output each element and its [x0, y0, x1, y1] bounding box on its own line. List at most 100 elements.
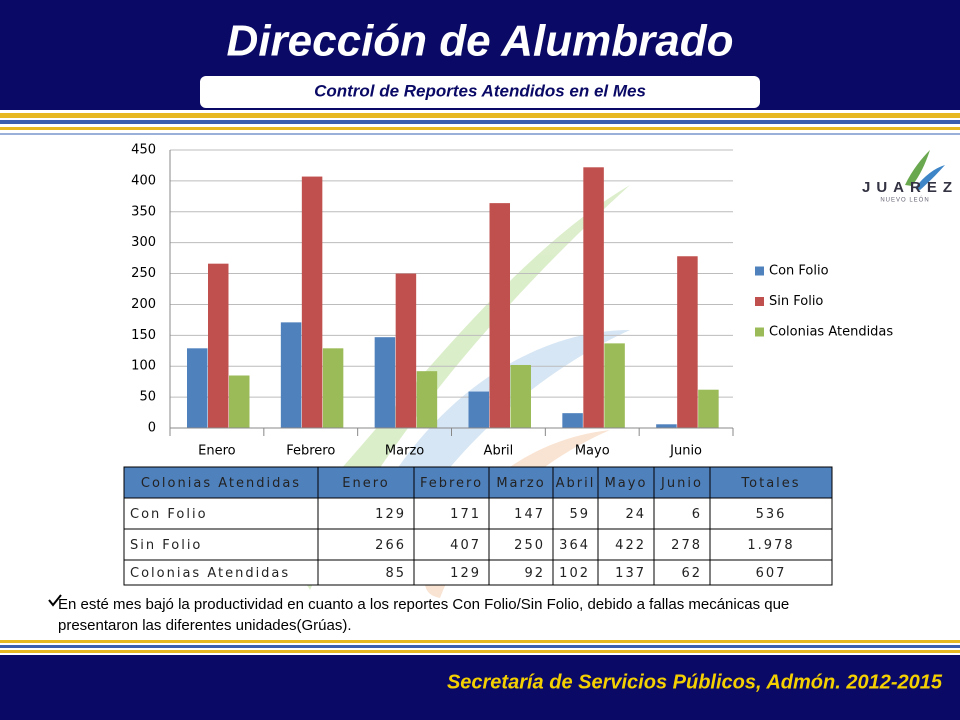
- subtitle-box: [200, 76, 760, 108]
- x-tick-label: Marzo: [385, 444, 424, 459]
- check-bullet: [48, 594, 62, 607]
- y-tick-label: 150: [131, 328, 156, 343]
- table-cell: [488, 528, 554, 561]
- legend-swatch: [755, 327, 764, 337]
- bar: [301, 176, 323, 428]
- table-cell-text: 6: [692, 507, 702, 522]
- table-header-text: Totales: [740, 476, 800, 491]
- legend-swatch: [755, 297, 764, 306]
- table-cell: [488, 559, 554, 586]
- bar: [208, 263, 229, 428]
- title: Dirección de Alumbrado: [227, 17, 734, 66]
- y-tick-label: 350: [131, 204, 156, 219]
- table-cell-text: 250: [514, 538, 545, 553]
- table-header-text: Junio: [660, 476, 703, 491]
- bar: [677, 256, 698, 428]
- table-cell-text: 137: [615, 566, 646, 581]
- table-cell: [123, 528, 319, 561]
- table-cell: [709, 497, 833, 530]
- table-cell-text: 62: [681, 566, 702, 581]
- bar: [698, 389, 719, 428]
- logo-region: NUEVO LEÓN: [880, 197, 929, 204]
- table-cell: [317, 528, 415, 561]
- logo-name: JUAREZ: [862, 179, 958, 196]
- table-header-cell: [488, 466, 554, 499]
- y-tick-label: 400: [131, 173, 156, 188]
- table-cell-text: Sin Folio: [130, 538, 202, 553]
- footer-band: [0, 655, 960, 720]
- header-stripes: [0, 110, 960, 140]
- table-cell: [317, 559, 415, 586]
- table-cell-text: Colonias Atendidas: [130, 566, 290, 581]
- table-cell-text: 422: [615, 538, 646, 553]
- table-cell-text: Con Folio: [130, 507, 208, 522]
- bar: [280, 322, 302, 428]
- table-header-text: Colonias Atendidas: [141, 476, 301, 491]
- table-cell-text: 129: [375, 507, 406, 522]
- bar: [468, 391, 489, 428]
- y-tick-label: 450: [131, 143, 156, 158]
- legend-label: Con Folio: [769, 264, 829, 279]
- table-cell-text: 102: [559, 566, 590, 581]
- table-header-text: Enero: [342, 476, 389, 491]
- table-cell: [413, 559, 490, 586]
- table-cell-text: 1.978: [747, 538, 794, 553]
- table-cell-text: 171: [450, 507, 481, 522]
- table-header-text: Mayo: [605, 476, 648, 491]
- legend-label: Colonias Atendidas: [769, 325, 893, 340]
- y-tick-label: 50: [139, 390, 156, 405]
- bar: [416, 371, 438, 428]
- table-cell-text: 85: [385, 566, 406, 581]
- bar: [322, 348, 344, 428]
- table-header-cell: [709, 466, 833, 499]
- table-cell-text: 147: [514, 507, 545, 522]
- bar: [229, 375, 250, 428]
- x-tick-label: Mayo: [575, 444, 610, 459]
- legend-swatch: [755, 266, 764, 276]
- bar: [395, 273, 417, 428]
- table-cell: [552, 497, 599, 530]
- table-header-text: Abril: [556, 476, 596, 491]
- x-tick-label: Febrero: [286, 444, 335, 459]
- table-header-cell: [413, 466, 490, 499]
- table-cell-text: 607: [756, 566, 787, 581]
- legend-label: Sin Folio: [769, 294, 823, 309]
- table-cell-text: 59: [569, 507, 590, 522]
- table-header-text: Febrero: [420, 476, 483, 491]
- logo: JUAREZ NUEVO LEÓN: [862, 150, 958, 204]
- bar: [510, 364, 531, 428]
- subtitle: Control de Reportes Atendidos en el Mes: [314, 81, 646, 100]
- table-cell: [597, 528, 655, 561]
- table-cell: [653, 528, 711, 561]
- y-tick-label: 0: [148, 421, 156, 436]
- y-tick-label: 300: [131, 235, 156, 250]
- table-cell: [709, 559, 833, 586]
- bar: [187, 348, 208, 428]
- y-tick-label: 200: [131, 297, 156, 312]
- table-cell: [413, 528, 490, 561]
- footer: Secretaría de Servicios Públicos, Admón.…: [447, 671, 943, 693]
- table-cell-text: 278: [671, 538, 702, 553]
- x-tick-label: Enero: [198, 444, 236, 459]
- note: En esté mes bajó la productividad en cua…: [58, 596, 790, 634]
- table-cell-text: 266: [375, 538, 406, 553]
- y-tick-label: 250: [131, 266, 156, 281]
- table-cell-text: 536: [756, 507, 787, 522]
- footer-stripes: [0, 640, 960, 653]
- table-cell: [653, 497, 711, 530]
- table-cell-text: 24: [625, 507, 646, 522]
- table-cell: [597, 559, 655, 586]
- bar: [656, 424, 677, 428]
- table-cell: [552, 559, 599, 586]
- x-tick-label: Junio: [669, 444, 702, 459]
- bar: [374, 337, 396, 428]
- table-cell: [488, 497, 554, 530]
- table-cell-text: 129: [450, 566, 481, 581]
- y-tick-label: 100: [131, 359, 156, 374]
- table-header-text: Marzo: [496, 476, 545, 491]
- table-cell: [653, 559, 711, 586]
- bar: [604, 343, 625, 428]
- bar: [562, 413, 583, 428]
